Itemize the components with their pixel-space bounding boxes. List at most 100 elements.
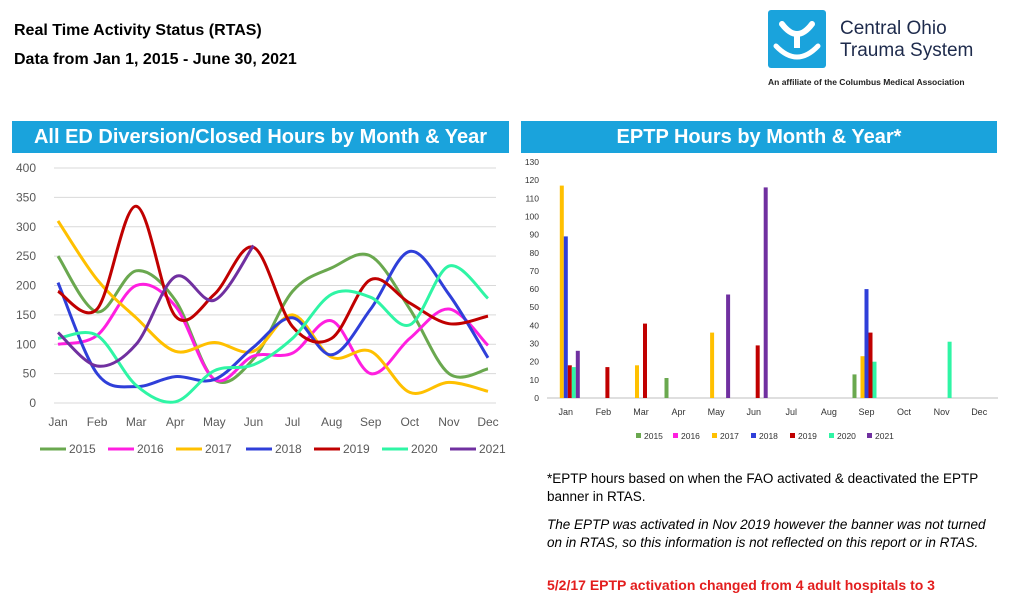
legend-entry-2017: 2017 <box>176 442 232 456</box>
legend-label: 2018 <box>759 431 778 441</box>
x-tick-label: Dec <box>971 407 988 417</box>
y-tick-label: 110 <box>525 193 539 203</box>
bar-2018-Jan <box>563 236 568 398</box>
report-date-range: Data from Jan 1, 2015 - June 30, 2021 <box>14 51 297 68</box>
y-tick-label: 150 <box>16 308 36 322</box>
y-tick-label: 120 <box>525 175 539 185</box>
bar-2021-May <box>726 294 731 398</box>
legend-label: 2015 <box>644 431 663 441</box>
diversion-line-chart: 0 50 100 150 200 250 300 350 400 Jan Feb Mar Apr May J… <box>16 161 506 456</box>
x-tick-label: Dec <box>477 415 498 429</box>
report-title: Real Time Activity Status (RTAS) <box>14 22 262 39</box>
y-tick-label: 100 <box>16 337 36 351</box>
bar-2019-Mar <box>643 323 647 398</box>
x-tick-label: Sep <box>360 415 382 429</box>
y-tick-label: 0 <box>29 396 36 410</box>
y-tick-label: 10 <box>530 375 540 385</box>
legend-entry-2015: 2015 <box>40 442 96 456</box>
legend-entry-2021: 2021 <box>867 431 894 441</box>
bar-2017-Jan <box>559 185 564 398</box>
legend-label: 2016 <box>137 442 164 456</box>
bar-2021-Jun <box>763 187 768 398</box>
series-line-2016 <box>57 282 490 383</box>
bar-2020-Sep <box>872 361 877 398</box>
series-line-2018 <box>56 249 490 389</box>
cots-logo-icon <box>768 10 826 68</box>
legend-label: 2016 <box>681 431 700 441</box>
legend-entry-2019: 2019 <box>314 442 370 456</box>
x-tick-label: Jan <box>48 415 67 429</box>
series-line-2021 <box>56 244 255 368</box>
legend-label: 2019 <box>343 442 370 456</box>
y-tick-label: 350 <box>16 190 36 204</box>
bar-2015-Apr <box>664 378 669 398</box>
series-line-2015 <box>56 252 489 384</box>
x-tick-label: Mar <box>126 415 147 429</box>
legend-label: 2020 <box>411 442 438 456</box>
legend-label: 2017 <box>205 442 232 456</box>
legend-label: 2021 <box>875 431 894 441</box>
legend-entry-2019: 2019 <box>790 431 817 441</box>
legend-entry-2016: 2016 <box>673 431 700 441</box>
x-tick-label: Apr <box>166 415 185 429</box>
y-tick-label: 70 <box>530 266 540 276</box>
bar-2017-Mar <box>635 365 639 398</box>
y-tick-label: 40 <box>530 320 540 330</box>
x-tick-label: Apr <box>672 407 686 417</box>
legend-swatch <box>712 433 717 438</box>
bar-2015-Sep <box>852 374 857 398</box>
legend-label: 2017 <box>720 431 739 441</box>
x-tick-label: Aug <box>821 407 837 417</box>
x-tick-label: Jan <box>559 407 574 417</box>
series-line-2017 <box>56 220 489 395</box>
legend-entry-2018: 2018 <box>246 442 302 456</box>
y-tick-label: 80 <box>530 248 540 258</box>
bar-2019-Feb <box>605 367 610 398</box>
bar-2021-Jan <box>575 350 580 398</box>
x-tick-label: Sep <box>858 407 874 417</box>
eptp-nov2019-note: The EPTP was activated in Nov 2019 howev… <box>547 517 986 550</box>
legend-label: 2015 <box>69 442 96 456</box>
x-tick-label: Jun <box>244 415 263 429</box>
x-tick-label: Nov <box>438 415 459 429</box>
legend-entry-2017: 2017 <box>712 431 739 441</box>
x-tick-label: May <box>708 407 726 417</box>
y-tick-label: 60 <box>530 284 540 294</box>
y-tick-label: 20 <box>530 357 540 367</box>
y-tick-label: 50 <box>530 302 540 312</box>
x-tick-label: Oct <box>400 415 419 429</box>
legend-entry-2016: 2016 <box>108 442 164 456</box>
bar-chart-title: EPTP Hours by Month & Year* <box>521 121 997 153</box>
bar-2020-Jan <box>571 367 576 398</box>
logo-tagline: An affiliate of the Columbus Medical Ass… <box>768 77 965 87</box>
y-tick-label: 100 <box>525 211 539 221</box>
logo-text-line2: Trauma System <box>840 40 974 61</box>
logo-text-line1: Central Ohio <box>840 18 947 39</box>
legend-swatch <box>867 433 872 438</box>
bar-2017-Sep <box>860 356 865 398</box>
line-chart-title: All ED Diversion/Closed Hours by Month &… <box>12 121 509 153</box>
legend-swatch <box>673 433 678 438</box>
y-tick-label: 130 <box>525 157 539 167</box>
x-tick-label: Jul <box>786 407 798 417</box>
eptp-footnote: *EPTP hours based on when the FAO activa… <box>547 471 979 504</box>
legend-label: 2019 <box>798 431 817 441</box>
y-tick-label: 50 <box>23 367 37 381</box>
y-tick-label: 300 <box>16 220 36 234</box>
y-tick-label: 0 <box>534 393 539 403</box>
x-tick-label: Aug <box>321 415 342 429</box>
legend-entry-2021: 2021 <box>450 442 506 456</box>
x-tick-label: Jun <box>746 407 761 417</box>
bar-2019-Jun <box>755 345 760 398</box>
x-tick-label: Jul <box>285 415 300 429</box>
bar-2020-Nov <box>947 341 952 398</box>
y-tick-label: 400 <box>16 161 36 175</box>
eptp-activation-change-note: 5/2/17 EPTP activation changed from 4 ad… <box>547 577 935 593</box>
legend-swatch <box>790 433 795 438</box>
x-tick-label: Oct <box>897 407 912 417</box>
legend-entry-2015: 2015 <box>636 431 663 441</box>
x-tick-label: May <box>203 415 226 429</box>
legend-swatch <box>829 433 834 438</box>
bar-2019-Sep <box>868 332 873 398</box>
bar-2019-Jan <box>567 365 572 398</box>
